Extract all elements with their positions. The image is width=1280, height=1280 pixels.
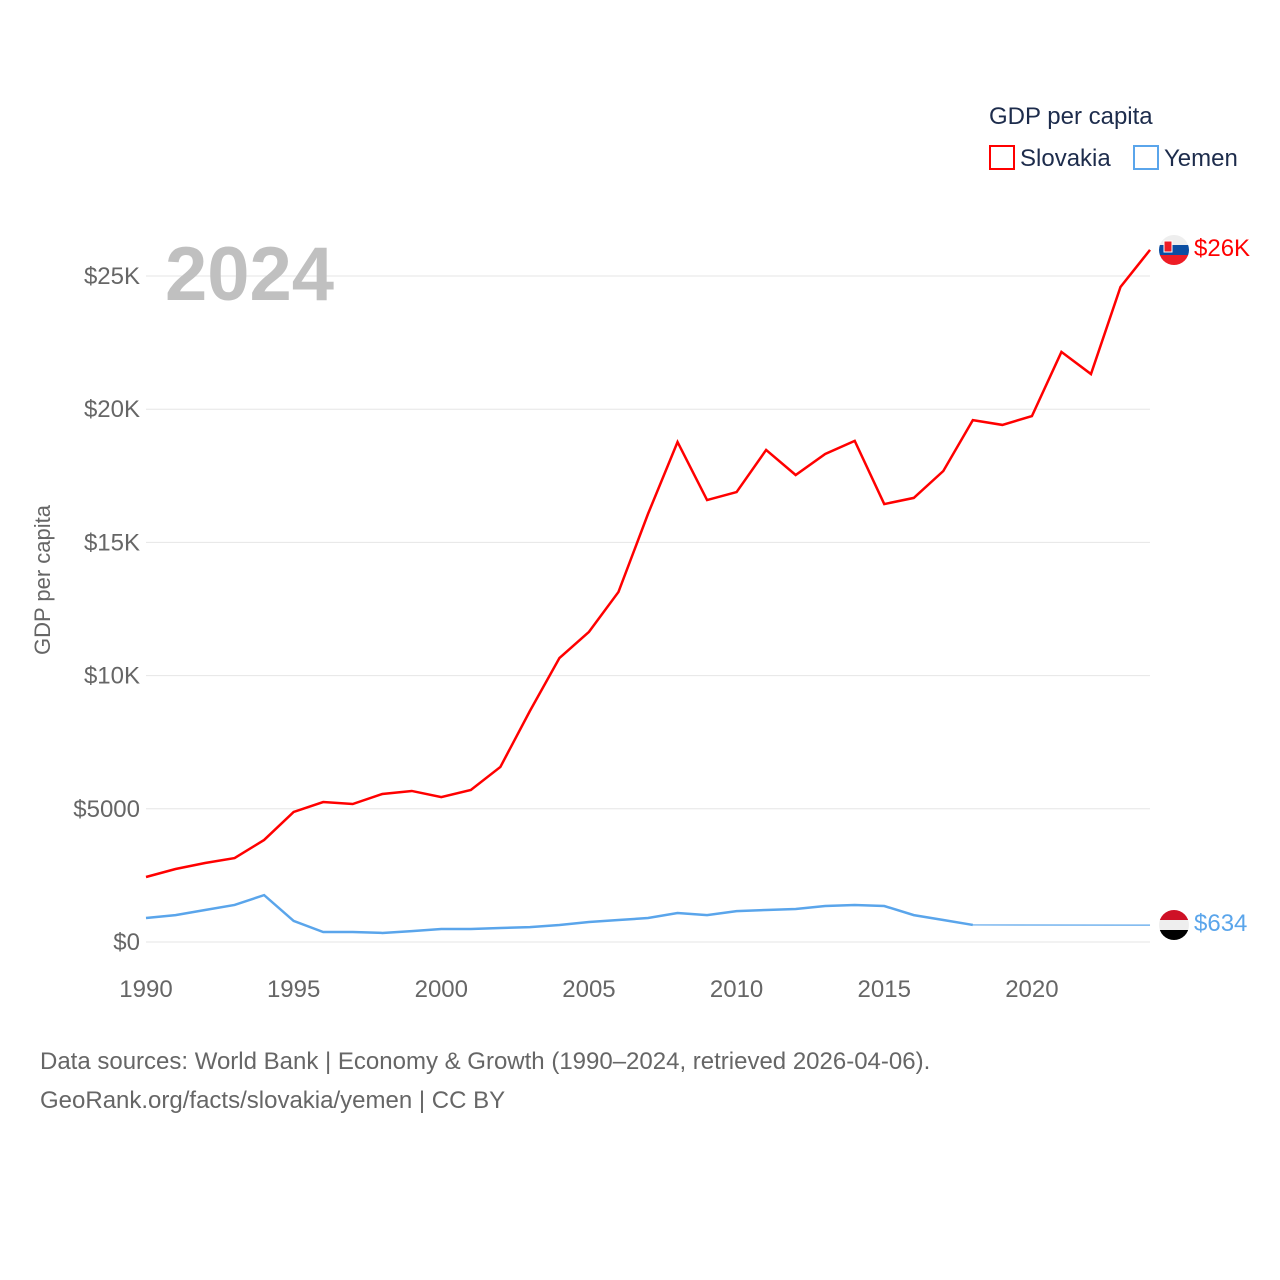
- series-line-slovakia: [145, 249, 1151, 879]
- slovakia-end-label: $26K: [1194, 235, 1250, 262]
- slovakia-flag-icon: [1159, 235, 1189, 265]
- legend-label-yemen[interactable]: Yemen: [1164, 145, 1238, 172]
- x-tick-label: 2005: [562, 976, 615, 1003]
- y-tick-label: $15K: [84, 529, 140, 556]
- year-watermark: 2024: [165, 232, 334, 317]
- legend-title: GDP per capita: [989, 103, 1153, 130]
- series-line-yemen: [145, 893, 974, 935]
- legend-label-slovakia[interactable]: Slovakia: [1020, 145, 1111, 172]
- y-tick-label: $10K: [84, 663, 140, 690]
- yemen-flag-icon: [1159, 910, 1189, 940]
- x-tick-label: 2015: [858, 976, 911, 1003]
- legend-swatch-yemen[interactable]: [1133, 145, 1159, 170]
- x-tick-label: 2010: [710, 976, 763, 1003]
- footer-source: Data sources: World Bank | Economy & Gro…: [40, 1048, 930, 1075]
- footer-link[interactable]: GeoRank.org/facts/slovakia/yemen | CC BY: [40, 1087, 505, 1114]
- y-tick-label: $20K: [84, 396, 140, 423]
- y-tick-label: $5000: [73, 796, 140, 823]
- legend-swatch-slovakia[interactable]: [989, 145, 1015, 170]
- legend: GDP per capita Slovakia Yemen: [989, 103, 1238, 172]
- x-tick-label: 1995: [267, 976, 320, 1003]
- x-tick-label: 2020: [1005, 976, 1058, 1003]
- y-tick-label: $25K: [84, 263, 140, 290]
- x-tick-label: 2000: [415, 976, 468, 1003]
- yemen-end-label: $634: [1194, 910, 1247, 937]
- y-axis-label: GDP per capita: [30, 504, 55, 655]
- x-tick-label: 1990: [119, 976, 172, 1003]
- y-tick-label: $0: [113, 929, 140, 956]
